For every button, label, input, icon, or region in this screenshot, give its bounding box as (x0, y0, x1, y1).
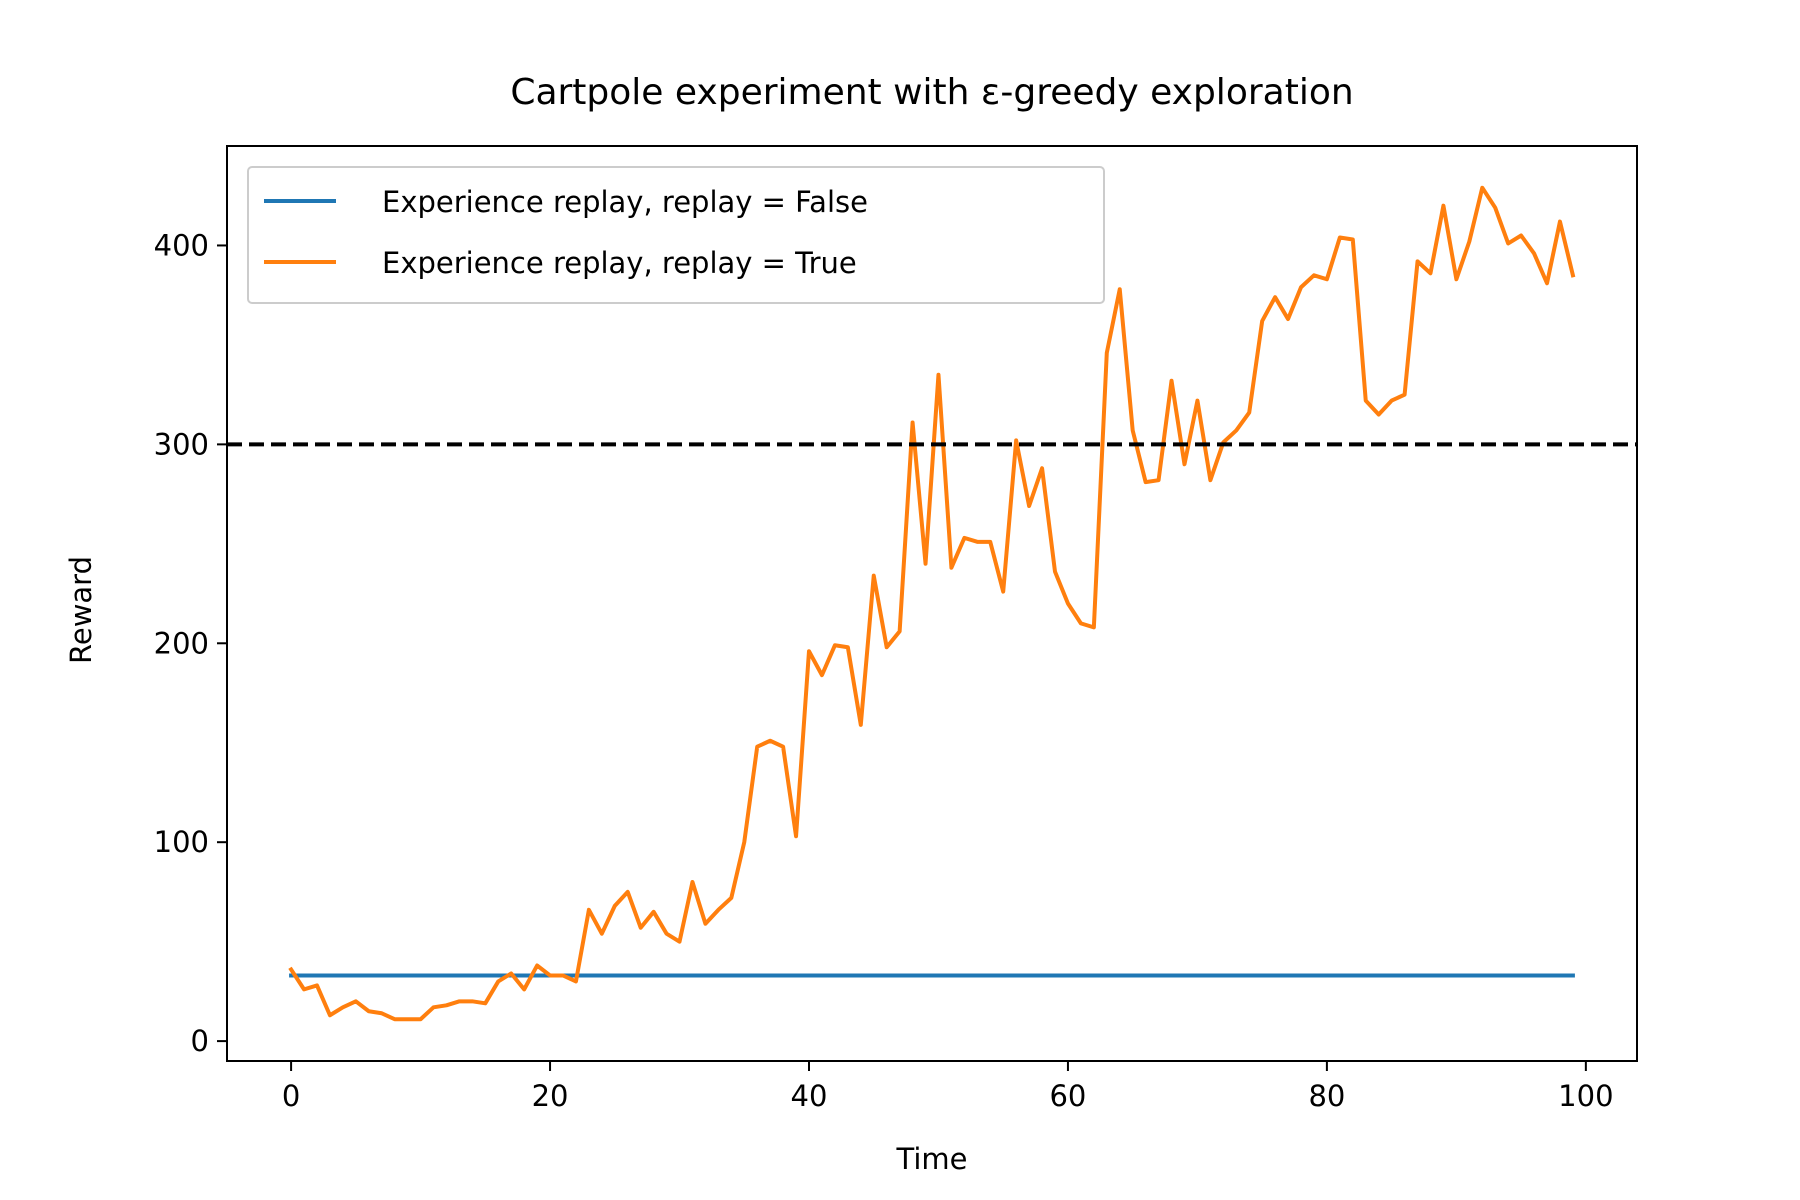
x-tick-label: 40 (791, 1079, 828, 1113)
series-line-1 (288, 185, 1576, 1022)
x-tick-label: 60 (1049, 1079, 1086, 1113)
y-tick-label: 300 (154, 427, 209, 461)
y-tick-label: 400 (154, 228, 209, 262)
x-tick-label: 0 (282, 1079, 300, 1113)
x-axis: 0 20 40 60 80 100 (282, 1061, 1614, 1113)
x-tick-label: 20 (532, 1079, 569, 1113)
legend: Experience replay, replay = False Experie… (247, 166, 1105, 304)
plot-area (226, 145, 1638, 1062)
chart-title: Cartpole experiment with ε-greedy explor… (510, 72, 1353, 113)
y-axis: 0 100 200 300 400 (154, 228, 227, 1058)
legend-label-1: Experience replay, replay = True (382, 246, 857, 280)
x-axis-label: Time (896, 1142, 968, 1176)
axes-frame (226, 145, 1638, 1062)
legend-label-0: Experience replay, replay = False (382, 185, 868, 219)
y-tick-label: 100 (154, 825, 209, 859)
y-axis-label: Reward (64, 556, 98, 664)
y-tick-label: 200 (154, 626, 209, 660)
x-tick-label: 80 (1308, 1079, 1345, 1113)
legend-box (247, 166, 1105, 304)
y-tick-label: 0 (191, 1024, 209, 1058)
x-tick-label: 100 (1558, 1079, 1613, 1113)
